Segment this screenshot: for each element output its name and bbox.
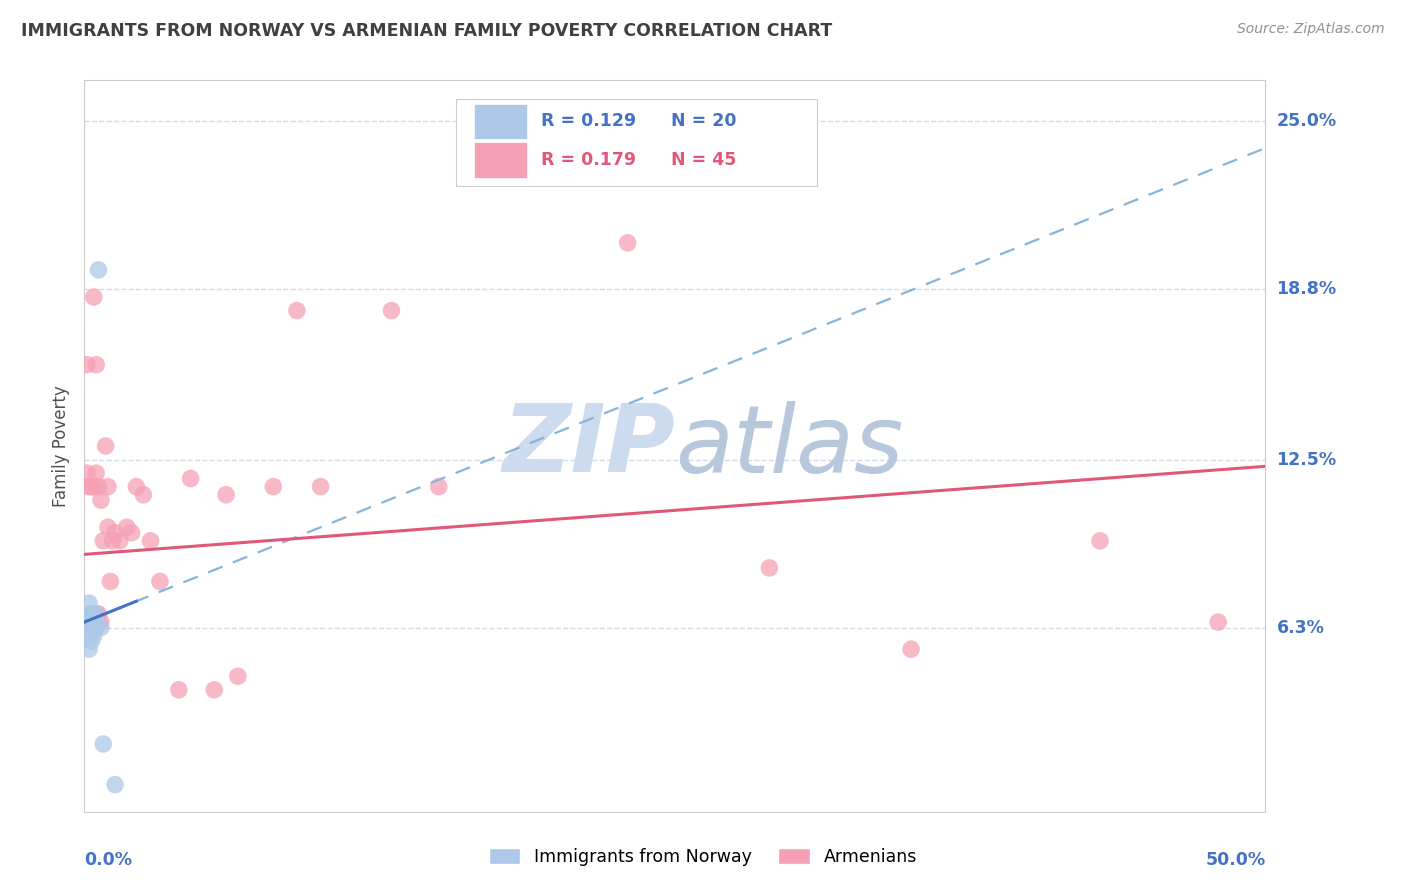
Text: ZIP: ZIP (502, 400, 675, 492)
Point (132, 488, 155, 502)
Point (80, 607, 103, 621)
Point (84, 358, 107, 372)
Point (758, 561, 780, 575)
Point (77, 620, 100, 634)
Text: 50.0%: 50.0% (1205, 851, 1265, 869)
Point (87, 263, 110, 277)
Point (84, 607, 107, 621)
Y-axis label: Family Poverty: Family Poverty (52, 385, 70, 507)
Point (87, 480, 110, 494)
Point (900, 642, 922, 657)
Bar (474, 103, 527, 139)
Point (167, 682, 190, 697)
Point (108, 533, 131, 548)
Point (125, 480, 148, 494)
Point (121, 525, 143, 540)
Legend: Immigrants from Norway, Armenians: Immigrants from Norway, Armenians (481, 839, 925, 874)
Point (76, 466, 98, 480)
Bar (457, 99, 817, 186)
Point (76, 629, 98, 643)
Point (115, 520, 138, 534)
Text: 6.3%: 6.3% (1277, 618, 1324, 637)
Point (91, 737, 114, 751)
Point (90, 615, 112, 629)
Point (80, 607, 103, 621)
Bar (474, 143, 527, 178)
Text: R = 0.129: R = 0.129 (541, 112, 637, 130)
Point (101, 533, 124, 548)
Point (83, 615, 105, 629)
Point (104, 778, 127, 792)
Point (84, 620, 107, 634)
Point (90, 493, 112, 508)
Point (94, 439, 117, 453)
Point (309, 480, 332, 494)
Point (616, 235, 638, 250)
Text: IMMIGRANTS FROM NORWAY VS ARMENIAN FAMILY POVERTY CORRELATION CHART: IMMIGRANTS FROM NORWAY VS ARMENIAN FAMIL… (21, 22, 832, 40)
Text: Source: ZipAtlas.com: Source: ZipAtlas.com (1237, 22, 1385, 37)
Point (80, 615, 103, 629)
Point (215, 488, 238, 502)
Point (91, 533, 114, 548)
Point (80, 480, 103, 494)
Point (104, 525, 127, 540)
Point (83, 480, 105, 494)
Point (77, 629, 100, 643)
Text: N = 20: N = 20 (671, 112, 737, 130)
Text: 0.0%: 0.0% (84, 851, 132, 869)
Text: atlas: atlas (675, 401, 903, 491)
Point (87, 607, 110, 621)
Point (80, 620, 103, 634)
Point (380, 303, 402, 318)
Point (77, 596, 100, 610)
Point (77, 480, 100, 494)
Point (139, 533, 162, 548)
Point (98, 574, 121, 589)
Point (77, 607, 100, 621)
Point (226, 669, 249, 683)
Point (202, 682, 225, 697)
Point (427, 480, 450, 494)
Point (83, 629, 105, 643)
Point (97, 520, 120, 534)
Point (84, 607, 107, 621)
Point (77, 642, 100, 657)
Text: N = 45: N = 45 (671, 151, 737, 169)
Point (285, 303, 308, 318)
Point (90, 620, 112, 634)
Point (180, 471, 202, 485)
Point (1206, 615, 1229, 629)
Point (1088, 533, 1111, 548)
Point (80, 634, 103, 648)
Point (97, 480, 120, 494)
Text: 18.8%: 18.8% (1277, 280, 1337, 298)
Point (262, 480, 284, 494)
Point (76, 358, 98, 372)
Text: R = 0.179: R = 0.179 (541, 151, 637, 169)
Point (149, 574, 172, 589)
Point (76, 620, 98, 634)
Point (84, 466, 107, 480)
Point (83, 290, 105, 304)
Point (80, 615, 103, 629)
Point (76, 609, 98, 624)
Text: 25.0%: 25.0% (1277, 112, 1337, 130)
Text: 12.5%: 12.5% (1277, 450, 1337, 468)
Point (77, 615, 100, 629)
